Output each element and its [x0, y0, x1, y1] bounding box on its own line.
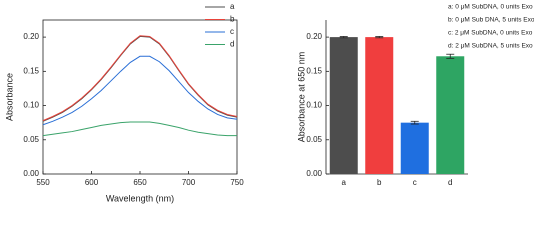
y-tick-label: 0.15	[306, 66, 322, 75]
y-axis-label: Absorbance at 650 nm	[296, 52, 306, 143]
legend-label: a: 0 μM SubDNA, 0 units Exo III	[448, 4, 534, 11]
y-tick-label: 0.00	[306, 169, 322, 178]
x-tick-label: 700	[182, 178, 196, 187]
x-tick-label: a	[342, 178, 347, 187]
data-line	[42, 35, 238, 122]
x-tick-label: c	[413, 178, 417, 187]
legend-label: d: 2 μM SubDNA, 5 units Exo III	[448, 43, 534, 50]
legend-label: b: 0 μM Sub DNA, 5 units Exo III	[448, 17, 534, 24]
data-line	[42, 55, 238, 126]
y-tick-label: 0.20	[23, 32, 39, 41]
x-tick-label: 750	[230, 178, 244, 187]
x-tick-label: d	[448, 178, 452, 187]
y-tick-label: 0.10	[306, 101, 322, 110]
legend-label: c: 2 μM SubDNA, 0 units Exo III	[448, 30, 534, 37]
legend-label: d	[230, 40, 234, 49]
data-line	[42, 121, 237, 137]
bar	[400, 122, 429, 174]
figure: Wavelength (nm) Absorbance Absorbance at…	[4, 2, 534, 203]
bar	[329, 37, 358, 174]
legend-label: c	[230, 27, 234, 36]
legend-label: a	[230, 2, 235, 11]
x-tick-label: 550	[36, 178, 50, 187]
y-tick-label: 0.05	[23, 135, 39, 144]
x-tick-label: 650	[133, 178, 147, 187]
y-tick-label: 0.20	[306, 32, 322, 41]
x-tick-label: b	[377, 178, 382, 187]
y-tick-label: 0.05	[306, 135, 322, 144]
bar	[365, 37, 394, 174]
y-tick-label: 0.15	[23, 66, 39, 75]
legend-label: b	[230, 15, 235, 24]
bar	[436, 56, 465, 174]
y-tick-label: 0.10	[23, 101, 39, 110]
plot-frame	[42, 19, 238, 175]
y-axis-label: Absorbance	[4, 73, 14, 121]
x-tick-label: 600	[85, 178, 99, 187]
x-axis-label: Wavelength (nm)	[106, 193, 174, 203]
y-tick-label: 0.00	[23, 169, 39, 178]
